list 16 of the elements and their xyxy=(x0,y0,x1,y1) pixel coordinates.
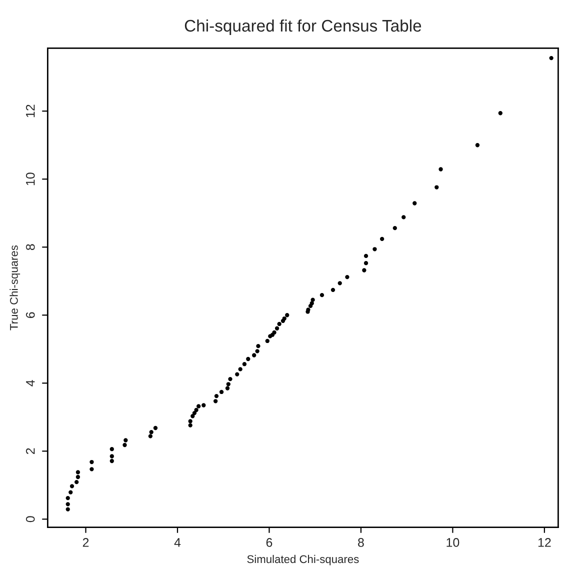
x-tick-label: 2 xyxy=(82,538,89,547)
chart-title: Chi-squared fit for Census Table xyxy=(184,19,422,35)
y-tick-label: 0 xyxy=(26,516,35,522)
y-tick-label: 2 xyxy=(26,448,35,454)
x-axis-title: Simulated Chi-squares xyxy=(247,554,359,566)
y-axis-title: True Chi-squares xyxy=(10,245,20,330)
x-tick-label: 6 xyxy=(266,538,272,547)
y-tick-label: 4 xyxy=(26,380,35,386)
y-tick-label: 12 xyxy=(26,104,35,118)
x-tick-label: 8 xyxy=(358,538,364,547)
x-tick-label: 12 xyxy=(538,538,551,547)
x-tick-label: 4 xyxy=(174,538,181,547)
x-tick-label: 10 xyxy=(446,538,460,547)
y-tick-label: 10 xyxy=(26,172,35,186)
y-tick-label: 6 xyxy=(26,312,35,318)
y-tick-label: 8 xyxy=(26,244,35,250)
